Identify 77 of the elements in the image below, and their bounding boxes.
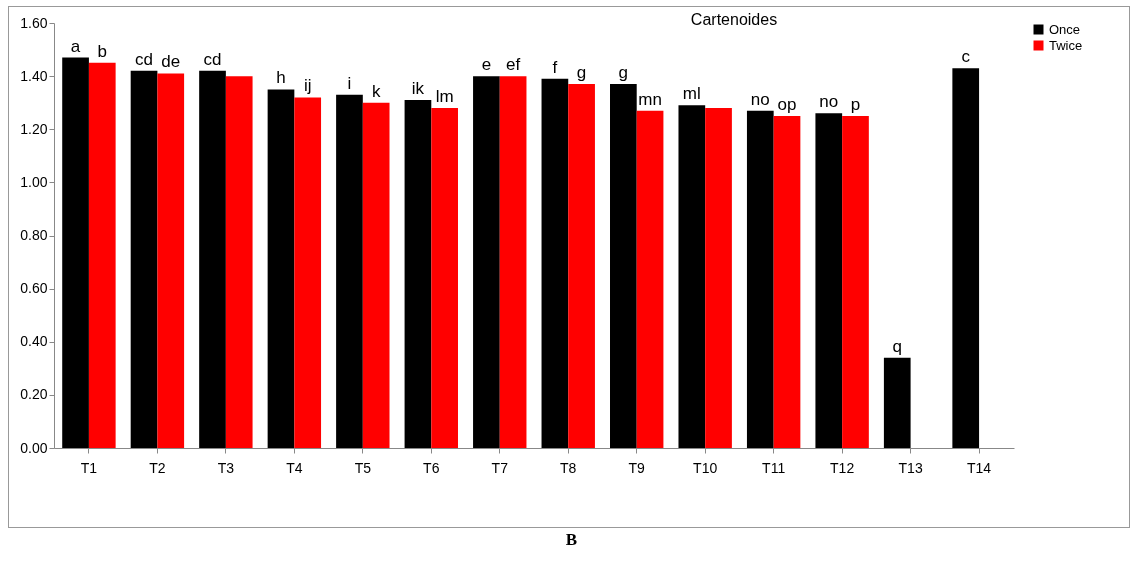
bar (473, 76, 500, 448)
data-label: a (70, 36, 81, 56)
bar (362, 102, 390, 448)
bar (62, 57, 89, 448)
bar (431, 108, 458, 448)
data-label: lm (435, 87, 454, 106)
bar (88, 62, 116, 448)
x-tick-label: T9 (628, 459, 646, 476)
data-label: ik (411, 79, 425, 99)
y-tick-label: 0.60 (20, 280, 48, 297)
x-tick-label: T11 (762, 459, 786, 476)
bar (267, 89, 295, 448)
data-label: ml (682, 84, 701, 104)
data-label: op (777, 94, 797, 114)
x-tick-label: T5 (354, 459, 372, 476)
bar (883, 357, 911, 448)
bar (610, 84, 637, 448)
chart-title: Cartenoides (690, 11, 778, 28)
bar (842, 115, 869, 448)
data-label: ef (506, 55, 521, 75)
x-tick-label: T10 (693, 459, 718, 476)
data-label: ij (303, 76, 312, 96)
x-tick-label: T14 (967, 459, 992, 476)
bar (336, 94, 363, 448)
bar (678, 105, 706, 448)
data-label: i (347, 73, 352, 93)
bar (199, 70, 226, 448)
y-tick-label: 1.60 (20, 14, 48, 31)
x-tick-label: T7 (491, 459, 509, 476)
bar (225, 76, 253, 448)
x-tick-label: T6 (423, 459, 440, 476)
data-label: k (371, 81, 381, 101)
x-tick-label: T8 (560, 459, 577, 476)
data-label: q (892, 336, 902, 356)
bar (952, 68, 980, 448)
y-tick-label: 1.40 (20, 67, 48, 84)
bar (636, 110, 664, 448)
data-label: b (97, 41, 108, 61)
data-label: de (161, 52, 181, 72)
x-tick-label: T3 (217, 459, 235, 476)
bar (746, 110, 774, 448)
x-tick-label: T13 (898, 459, 923, 476)
bar (499, 76, 527, 448)
x-tick-label: T4 (286, 459, 303, 476)
x-tick-label: T12 (830, 459, 855, 476)
data-label: cd (203, 49, 222, 69)
legend-label: Once (1049, 21, 1081, 37)
bar (157, 73, 185, 448)
data-label: no (750, 89, 770, 109)
bar (815, 113, 843, 448)
y-tick-label: 1.20 (20, 120, 48, 137)
data-label: e (481, 55, 492, 75)
data-label: f (552, 57, 558, 77)
data-label: h (276, 68, 286, 88)
x-tick-label: T2 (149, 459, 166, 476)
bar (404, 100, 432, 448)
bar (130, 70, 158, 448)
data-label: c (961, 47, 971, 67)
y-tick-label: 1.00 (20, 173, 48, 190)
bar (773, 115, 801, 448)
x-tick-label: T1 (80, 459, 98, 476)
bar (705, 108, 732, 448)
data-label: p (850, 94, 861, 114)
legend-label: Twice (1049, 37, 1083, 53)
y-tick-label: 0.80 (20, 227, 48, 243)
data-label: no (819, 92, 839, 112)
data-label: cd (135, 49, 154, 69)
bar (541, 78, 569, 448)
bar (294, 97, 322, 448)
text: B (564, 530, 579, 550)
data-label: mn (638, 89, 662, 109)
data-label: g (618, 63, 629, 83)
bar (568, 84, 595, 448)
y-tick-label: 0.00 (20, 439, 48, 456)
data-label: g (576, 63, 587, 83)
y-tick-label: 0.20 (20, 386, 48, 403)
y-tick-label: 0.40 (20, 333, 48, 350)
